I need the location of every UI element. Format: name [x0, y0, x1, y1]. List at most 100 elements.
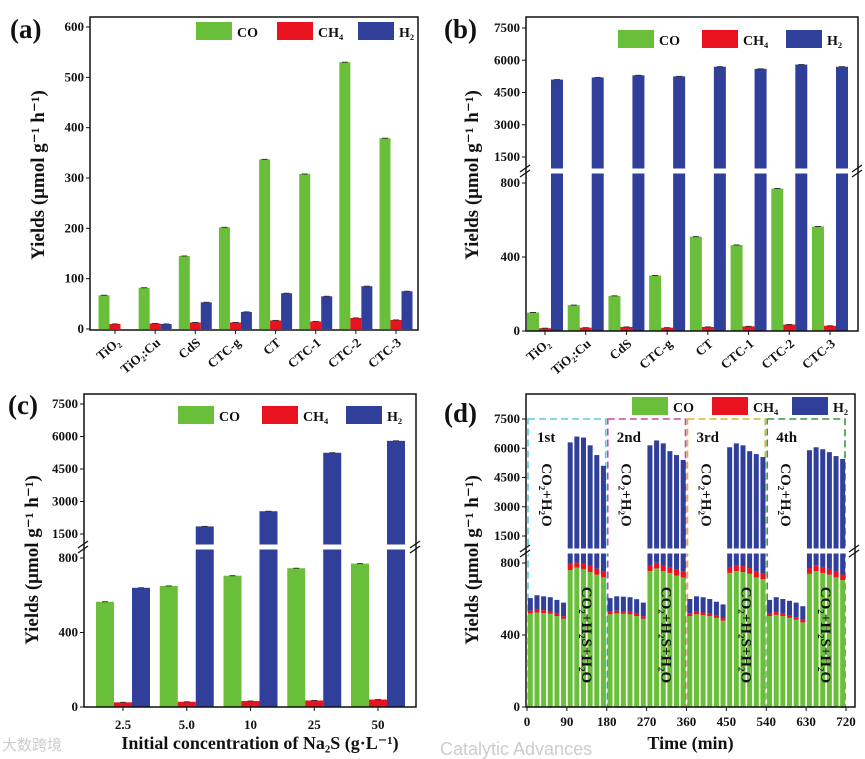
bar-ch4	[189, 322, 201, 329]
bar-h2	[733, 443, 739, 565]
x-tick-label: TiO₂	[93, 335, 123, 363]
plot-frame	[83, 393, 417, 708]
bar-ch4	[561, 616, 567, 619]
bar-co	[634, 616, 640, 707]
bar-ch4	[114, 702, 132, 707]
condition-label-b: CO₂+H₂S+H₂O	[578, 587, 594, 683]
bar-h2	[806, 450, 812, 569]
bar-co	[607, 614, 613, 707]
bar-co	[700, 615, 706, 707]
bar-ch4	[661, 327, 674, 331]
x-tick-label: CT	[260, 335, 284, 358]
legend-label-co: CO	[237, 26, 258, 41]
legend-label-ch4: CH₄	[303, 410, 329, 425]
bar-ch4	[270, 320, 282, 329]
axis-break-mark	[519, 544, 531, 558]
bar-h2	[634, 599, 640, 614]
bar-co	[627, 614, 633, 707]
bar-ch4	[773, 612, 779, 615]
y-tick-label: 4500	[52, 461, 78, 476]
legend-swatch-h2	[346, 406, 382, 424]
bar-h2	[200, 302, 212, 329]
bar-h2	[780, 599, 786, 614]
x-tick-label: CdS	[175, 335, 203, 362]
bar-ch4	[527, 610, 533, 614]
bar-co	[541, 613, 547, 707]
bar-co	[733, 571, 739, 707]
bar-h2	[580, 437, 586, 563]
bar-ch4	[720, 618, 726, 621]
axis-break-mark	[851, 164, 863, 178]
bar-co	[96, 601, 114, 707]
bar-h2	[387, 440, 405, 707]
x-tick-label: CTC-2	[325, 335, 364, 371]
bar-ch4	[713, 615, 719, 618]
y-tick-label: 400	[65, 120, 85, 135]
bar-ch4	[647, 564, 653, 572]
axis-break-gap	[85, 544, 415, 550]
bar-ch4	[707, 613, 713, 617]
watermark-chinese: 大数跨境	[2, 736, 62, 754]
y-axis-label: Yields (μmol g⁻¹ h⁻¹)	[28, 90, 49, 260]
bar-ch4	[740, 566, 746, 572]
bar-ch4	[600, 571, 606, 578]
bar-co	[812, 226, 824, 331]
bar-ch4	[554, 613, 560, 617]
bar-ch4	[149, 323, 161, 329]
bar-h2	[160, 323, 172, 329]
bar-ch4	[820, 566, 826, 573]
bar-ch4	[620, 326, 633, 331]
y-tick-label: 6000	[494, 52, 520, 67]
bar-h2	[574, 436, 580, 563]
y-tick-label: 7500	[494, 411, 520, 426]
y-tick-label: 3000	[494, 117, 520, 132]
bar-h2	[813, 447, 819, 566]
bar-h2	[547, 597, 553, 612]
axis-break-mark	[409, 540, 421, 554]
y-tick-label: 1500	[494, 528, 520, 543]
bar-co	[351, 563, 369, 707]
watermark-catalytic-advances: Catalytic Advances	[440, 739, 592, 759]
bar-co	[218, 227, 230, 329]
bar-co	[773, 614, 779, 707]
cycle-label: 3rd	[697, 430, 720, 446]
bar-ch4	[310, 321, 322, 329]
bar-h2	[713, 66, 726, 331]
panel-c: 2.5 5.0 10 25 50 0 400 800 1500 3000 4500 6000 7500 (…	[8, 390, 421, 754]
y-tick-label: 3000	[494, 499, 520, 514]
bar-h2	[760, 457, 766, 574]
bar-ch4	[824, 325, 836, 331]
bar-co	[600, 577, 606, 707]
bar-ch4	[627, 611, 633, 615]
bar-h2	[561, 602, 567, 617]
legend-swatch-h2	[358, 22, 394, 40]
bar-h2	[727, 447, 733, 567]
bar-ch4	[539, 328, 551, 331]
bar-ch4	[634, 613, 640, 617]
bar-ch4	[109, 323, 121, 329]
y-tick-label: 1500	[494, 149, 520, 164]
y-axis-label: Yields (μmol g⁻¹ h⁻¹)	[22, 475, 43, 645]
bar-ch4	[177, 701, 196, 707]
bar-co	[730, 244, 743, 331]
cycle-label: 1st	[537, 430, 555, 446]
x-tick-label: TiO₂:Cu	[117, 335, 163, 377]
legend-label-h2: H₂	[399, 26, 414, 41]
x-tick-label: CTC-g	[204, 334, 243, 370]
bar-co	[820, 572, 826, 707]
bar-ch4	[687, 613, 693, 617]
y-tick-label: 300	[65, 170, 85, 185]
legend-swatch-h2	[792, 397, 828, 415]
bar-co	[793, 619, 799, 707]
y-tick-label: 7500	[52, 396, 78, 411]
legend-swatch-ch4	[262, 406, 298, 424]
y-tick-label: 0	[78, 321, 85, 336]
y-tick-label: 7500	[494, 20, 520, 35]
bar-ch4	[229, 322, 241, 329]
bar-co	[594, 574, 600, 707]
bar-co	[287, 568, 306, 707]
bar-ch4	[813, 565, 819, 572]
y-tick-label: 400	[501, 627, 521, 642]
bar-h2	[740, 445, 746, 567]
